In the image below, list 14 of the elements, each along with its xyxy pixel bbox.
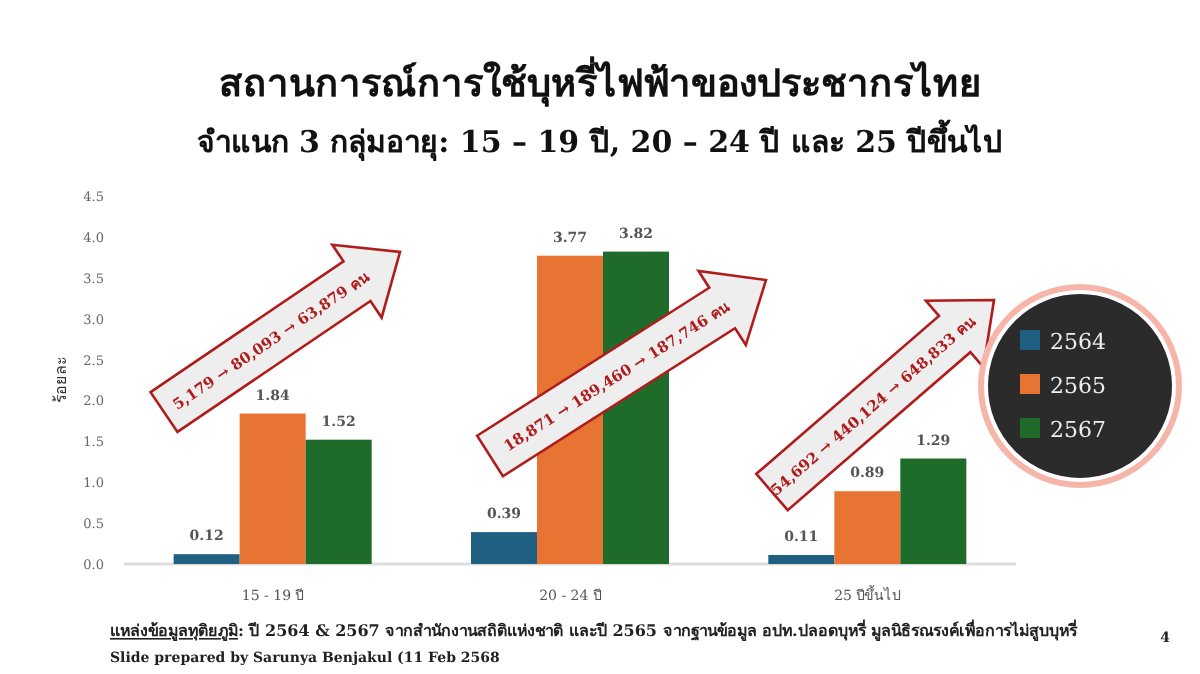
bar: [900, 458, 967, 564]
bar: [305, 439, 372, 564]
legend-label: 2567: [1050, 417, 1106, 443]
legend-label: 2565: [1050, 373, 1106, 399]
bar: [471, 532, 537, 564]
chart-subtitle: จำแนก 3 กลุ่มอายุ: 15 – 19 ปี, 20 – 24 ปี และ 25 ปีขึ้นไป: [196, 118, 1004, 162]
bar: [834, 491, 901, 564]
bar: [239, 413, 306, 564]
bar: [768, 555, 835, 564]
y-axis-title: ร้อยละ: [52, 357, 70, 403]
legend-label: 2564: [1050, 329, 1106, 355]
bar: [173, 554, 240, 564]
text: แหล่งข้อมูลทุติยภูมิ: ปี 2564 & 2567 จากสำนักงานสถิติแห่งชาติ และปี 2565 จากฐานข้อมูล อปท.ปลอดบุหรี่ มูลนิธิรณรงค์เพื่อการไม่สูบบุหรี่: [110, 618, 1080, 642]
chart-title: สถานการณ์การใช้บุหรี่ไฟฟ้าของประชากรไทย: [219, 56, 981, 108]
